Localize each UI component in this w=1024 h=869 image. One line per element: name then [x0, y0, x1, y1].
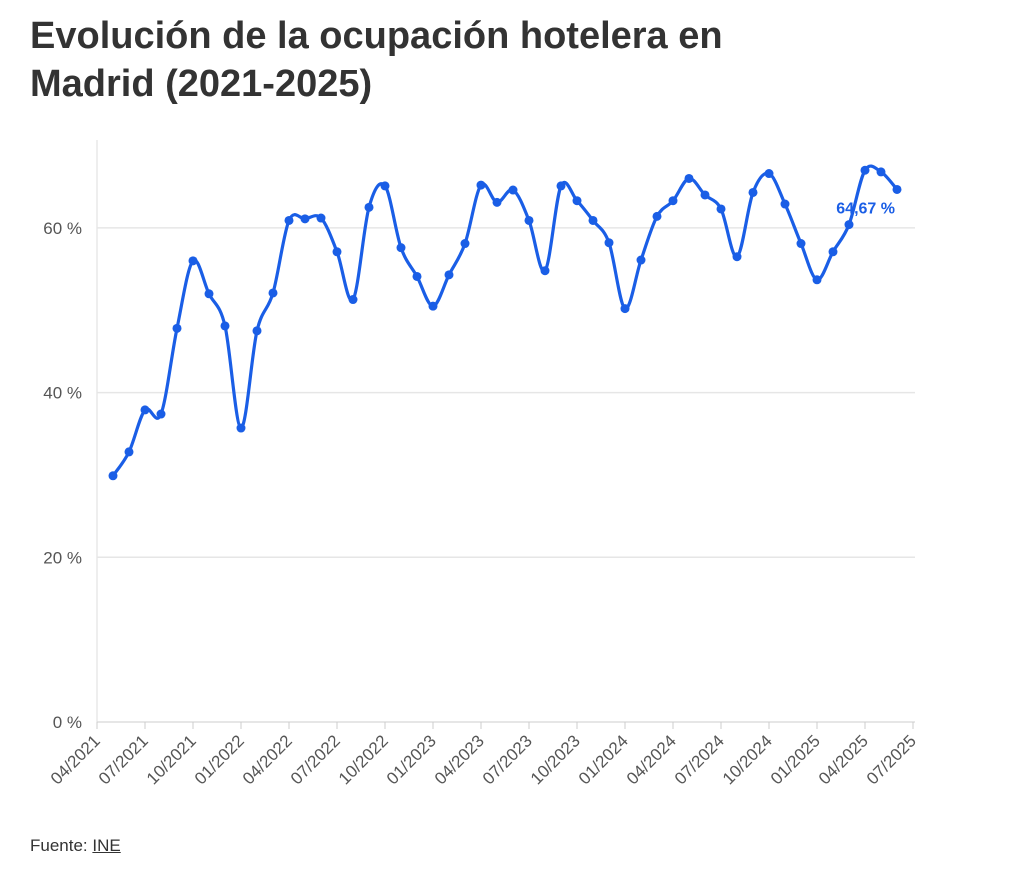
data-point — [524, 215, 534, 225]
data-point — [716, 204, 726, 214]
data-point — [748, 187, 758, 197]
x-tick-label: 07/2021 — [95, 731, 152, 788]
data-point — [732, 252, 742, 262]
x-tick-label: 07/2025 — [863, 731, 920, 788]
data-point — [812, 275, 822, 285]
data-point — [412, 271, 422, 281]
grid-lines — [96, 140, 915, 723]
data-point — [380, 181, 390, 191]
data-point — [332, 247, 342, 257]
data-point — [252, 326, 262, 336]
x-tick-label: 04/2024 — [623, 731, 680, 788]
source-label: Fuente: — [30, 836, 88, 855]
x-tick-label: 01/2022 — [191, 731, 248, 788]
x-tick-label: 10/2022 — [335, 731, 392, 788]
data-point — [636, 255, 646, 265]
data-point — [604, 238, 614, 248]
data-points — [108, 165, 902, 481]
data-point — [860, 165, 870, 175]
data-point — [492, 197, 502, 207]
data-point — [268, 288, 278, 298]
source-link[interactable]: INE — [92, 836, 121, 855]
data-point — [460, 239, 470, 249]
data-point — [540, 266, 550, 276]
data-point — [828, 247, 838, 257]
data-point — [172, 323, 182, 333]
x-tick-label: 01/2024 — [575, 731, 632, 788]
x-tick-label: 10/2021 — [143, 731, 200, 788]
data-point — [156, 409, 166, 419]
y-tick-label: 60 % — [43, 219, 82, 238]
x-tick-label: 10/2024 — [719, 731, 776, 788]
data-point — [668, 196, 678, 206]
data-point — [588, 215, 598, 225]
data-point — [764, 169, 774, 179]
last-value-label: 64,67 % — [836, 200, 895, 217]
data-point — [444, 270, 454, 280]
data-point — [364, 202, 374, 212]
chart-title: Evolución de la ocupación hotelera en Ma… — [30, 15, 723, 105]
series-line — [111, 164, 899, 477]
x-tick-label: 07/2022 — [287, 731, 344, 788]
line-chart: 0 %20 %40 %60 % 04/202107/202110/202101/… — [43, 140, 920, 788]
x-axis: 04/202107/202110/202101/202204/202207/20… — [47, 722, 920, 788]
source-note: Fuente: INE — [30, 836, 121, 856]
data-point — [300, 214, 310, 224]
data-point — [684, 173, 694, 183]
data-point — [316, 213, 326, 223]
y-tick-label: 0 % — [53, 713, 82, 732]
data-point — [220, 321, 230, 331]
x-tick-label: 01/2025 — [767, 731, 824, 788]
data-point — [556, 181, 566, 191]
data-point — [892, 184, 902, 194]
x-tick-label: 01/2023 — [383, 731, 440, 788]
y-axis: 0 % 20 % 40 % 60 % — [43, 219, 82, 732]
data-point — [236, 423, 246, 433]
data-point — [780, 199, 790, 209]
data-point — [204, 289, 214, 299]
data-point — [796, 239, 806, 249]
data-point — [476, 180, 486, 190]
data-point — [620, 304, 630, 314]
x-tick-label: 07/2024 — [671, 731, 728, 788]
data-point — [140, 405, 150, 415]
data-point — [876, 167, 886, 177]
data-point — [700, 190, 710, 200]
data-point — [572, 196, 582, 206]
y-tick-label: 20 % — [43, 548, 82, 567]
y-tick-label: 40 % — [43, 384, 82, 403]
data-point — [844, 220, 854, 230]
data-point — [428, 301, 438, 311]
x-tick-label: 04/2022 — [239, 731, 296, 788]
data-point — [348, 295, 358, 305]
data-point — [652, 211, 662, 221]
data-point — [396, 243, 406, 253]
data-point — [188, 256, 198, 266]
data-point — [284, 215, 294, 225]
x-tick-label: 04/2021 — [47, 731, 104, 788]
x-tick-label: 04/2025 — [815, 731, 872, 788]
x-tick-label: 10/2023 — [527, 731, 584, 788]
data-point — [508, 185, 518, 195]
x-tick-label: 04/2023 — [431, 731, 488, 788]
x-tick-label: 07/2023 — [479, 731, 536, 788]
data-point — [124, 447, 134, 457]
data-point — [108, 471, 118, 481]
